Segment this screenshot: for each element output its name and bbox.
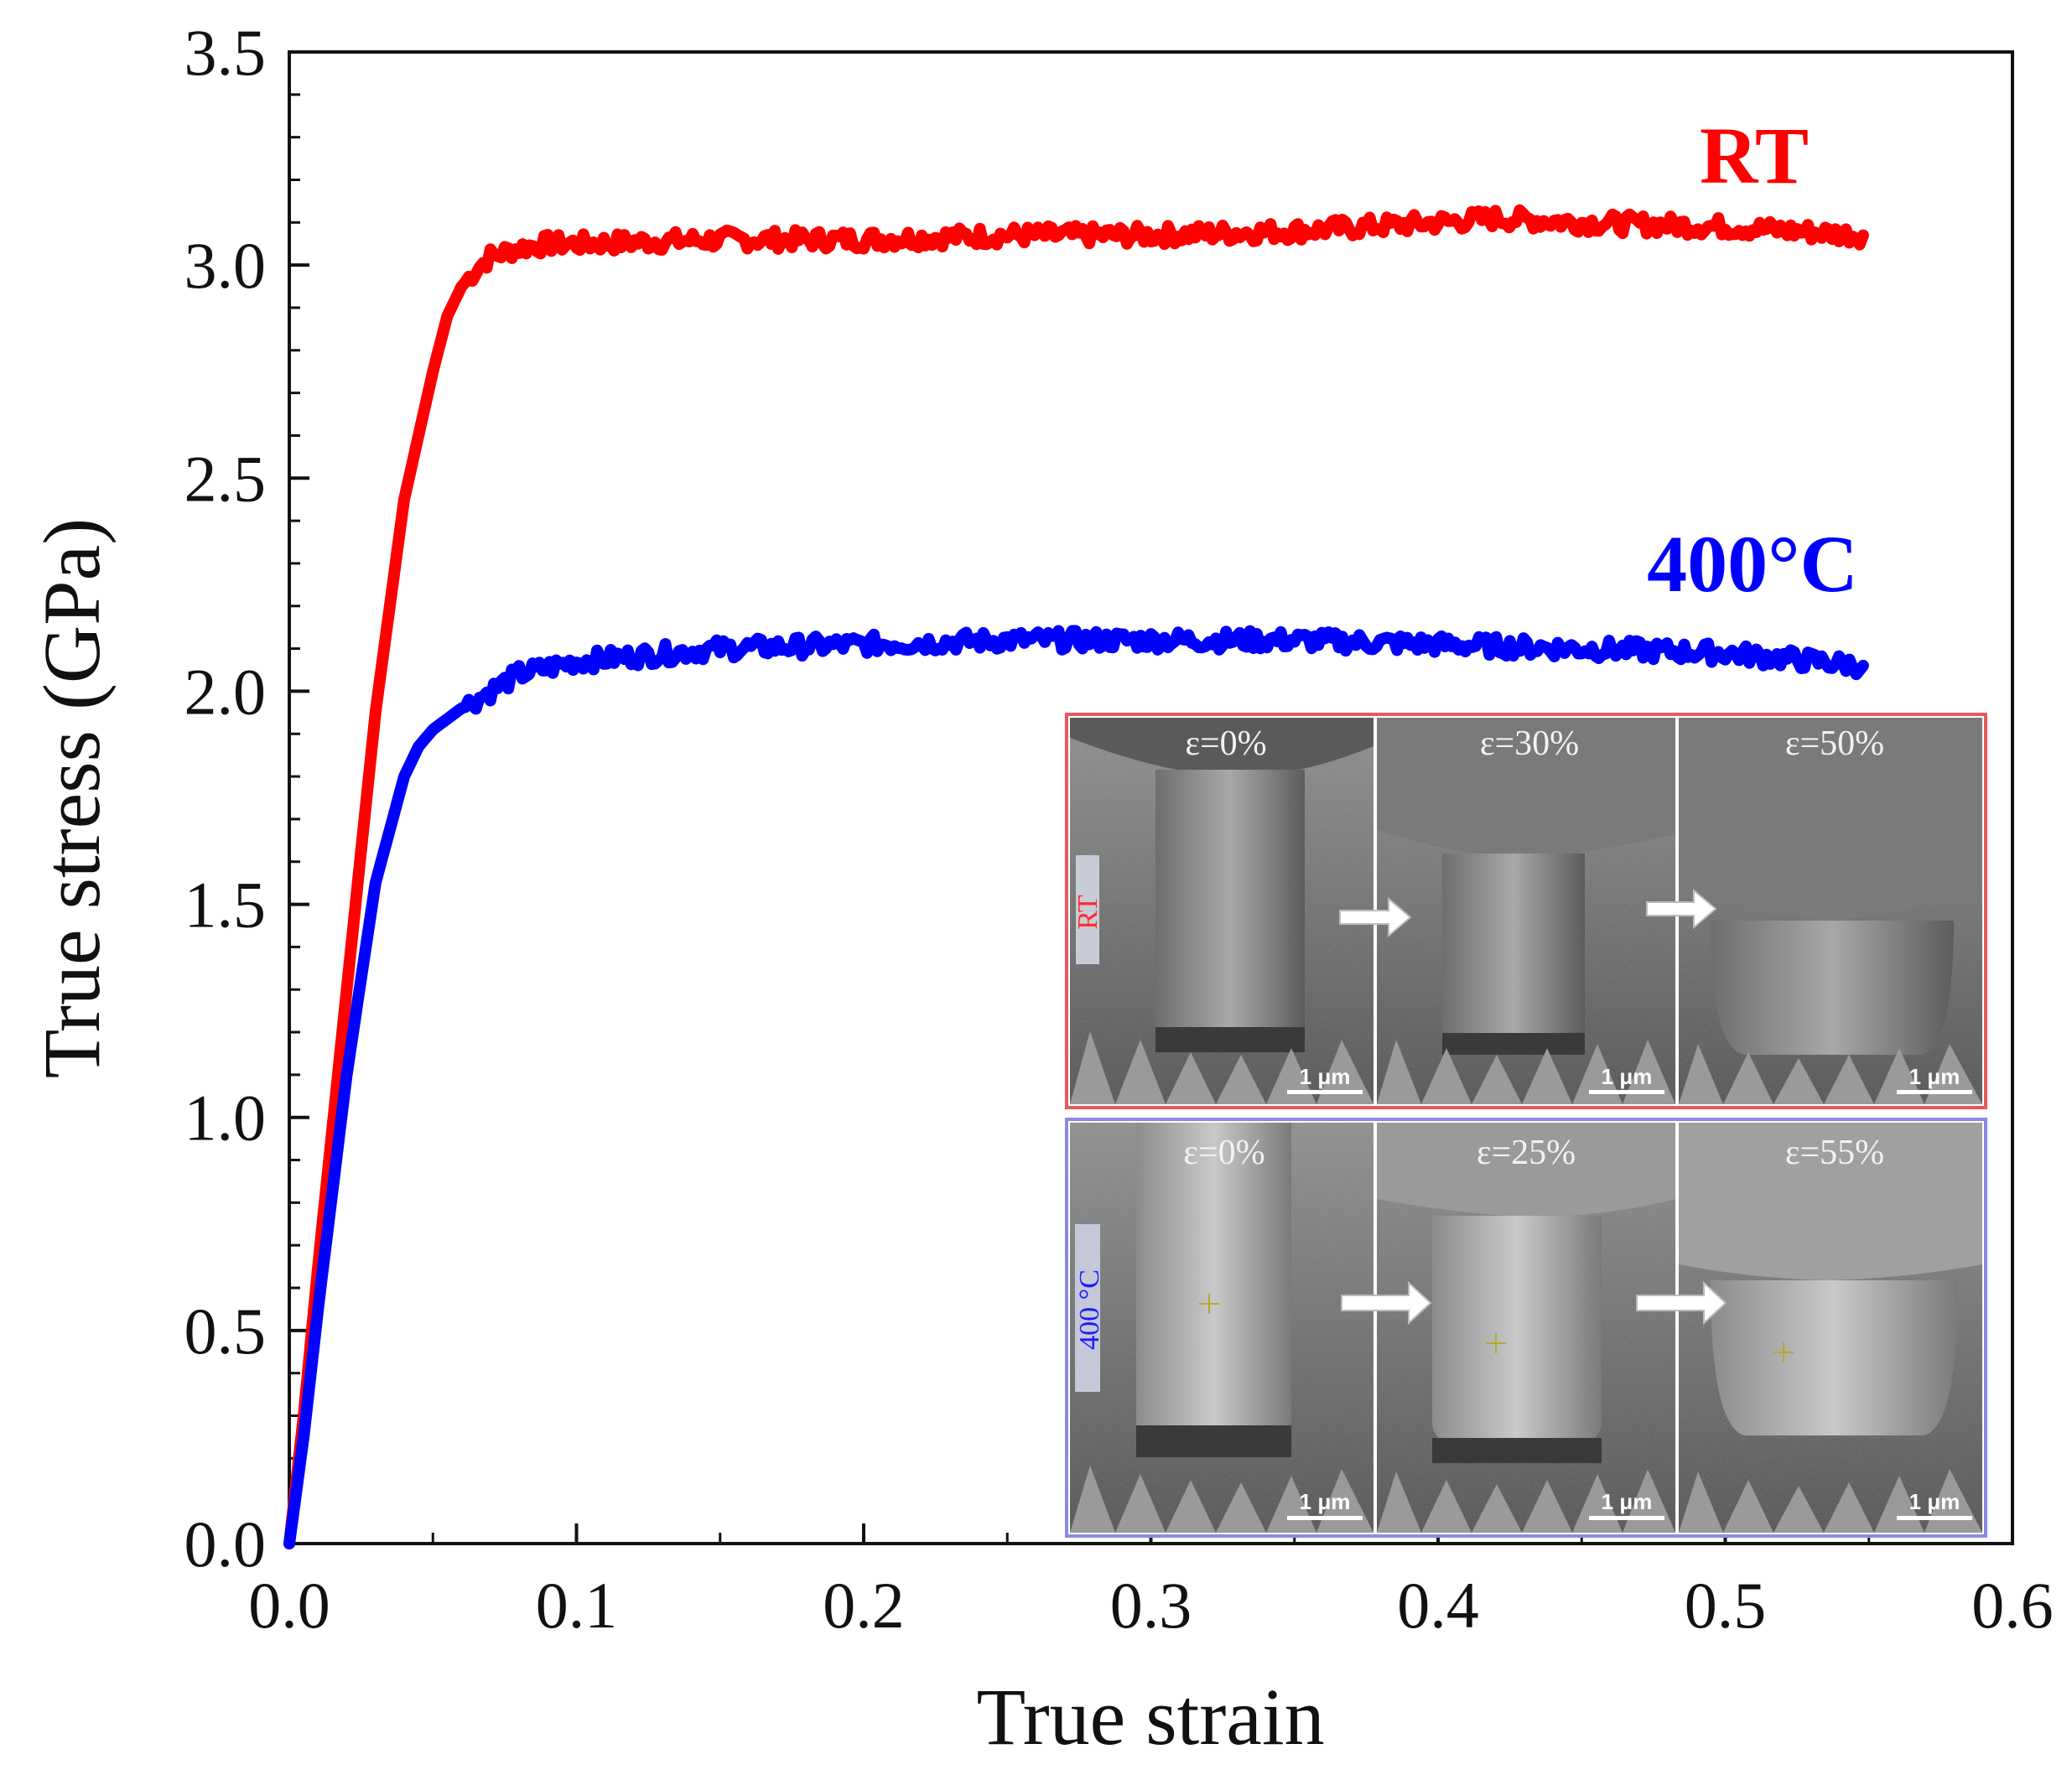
y-tick-label: 3.0 [184, 229, 267, 302]
rt-panel-1: RT ε=0% 1 μm [1070, 718, 1374, 1104]
y-tick-label: 2.5 [184, 442, 267, 515]
x-tick-label: 0.0 [248, 1569, 330, 1642]
scale-bar [1287, 1090, 1363, 1094]
rt-row: RT ε=0% 1 μm ε=30% 1 μm [1065, 713, 1987, 1109]
y-tick-label: 0.0 [184, 1508, 267, 1580]
strain-label: ε=25% [1477, 1134, 1576, 1172]
x-tick-label: 0.1 [536, 1569, 618, 1642]
rt-panel-3: ε=50% 1 μm [1646, 718, 1982, 1104]
scale-bar [1589, 1516, 1664, 1520]
scale-bar [1897, 1516, 1972, 1520]
scale-label: 1 μm [1300, 1489, 1351, 1514]
x-tick-label: 0.3 [1110, 1569, 1192, 1642]
x-tick-label: 0.5 [1685, 1569, 1767, 1642]
400c-series-label: 400°C [1647, 519, 1858, 609]
rt-series-label: RT [1700, 111, 1809, 200]
x-tick-label: 0.2 [823, 1569, 905, 1642]
400c-panel-3: ε=55% 1 μm [1636, 1123, 1982, 1533]
plot-axes: 0.0 0.1 0.2 0.3 0.4 0.5 0.6 0.0 0.5 1.0 1.5 2.0 2.5… [184, 16, 2054, 1642]
rt-row-label: RT [1072, 895, 1104, 930]
series-line-rt [283, 204, 1869, 1549]
strain-label: ε=0% [1183, 1134, 1264, 1172]
400c-panel-1: 400 °C ε=0% 1 μm [1070, 1123, 1374, 1533]
x-tick-label: 0.6 [1971, 1569, 2054, 1642]
x-axis-title: True strain [976, 1672, 1324, 1762]
y-axis-title: True stress (GPa) [27, 518, 117, 1078]
y-tick-label: 1.0 [184, 1082, 267, 1155]
400c-panel-2: ε=25% 1 μm [1341, 1123, 1675, 1533]
scale-bar [1589, 1090, 1664, 1094]
y-tick-label: 2.0 [184, 655, 267, 728]
x-tick-label: 0.4 [1397, 1569, 1479, 1642]
400c-row: 400 °C ε=0% 1 μm ε=25% 1 μm [1065, 1118, 1987, 1538]
rt-panel-2: ε=30% 1 μm [1339, 718, 1675, 1104]
scale-bar [1287, 1516, 1363, 1520]
y-tick-label: 3.5 [184, 16, 267, 89]
y-axis-ticks: 0.0 0.5 1.0 1.5 2.0 2.5 3.0 3.5 [184, 16, 309, 1580]
x-axis-ticks: 0.0 0.1 0.2 0.3 0.4 0.5 0.6 [248, 1523, 2054, 1642]
strain-label: ε=0% [1185, 724, 1266, 763]
scale-bar [1897, 1090, 1972, 1094]
scale-label: 1 μm [1602, 1489, 1653, 1514]
scale-label: 1 μm [1602, 1064, 1653, 1089]
y-tick-label: 1.5 [184, 869, 267, 942]
strain-label: ε=30% [1480, 724, 1579, 763]
y-tick-label: 0.5 [184, 1295, 267, 1368]
strain-label: ε=55% [1785, 1134, 1884, 1172]
series-line-400c [283, 625, 1869, 1549]
scale-label: 1 μm [1909, 1064, 1960, 1089]
scale-label: 1 μm [1300, 1064, 1351, 1089]
400c-row-label: 400 °C [1074, 1269, 1105, 1350]
scale-label: 1 μm [1909, 1489, 1960, 1514]
series-layer [283, 204, 1869, 1549]
strain-label: ε=50% [1785, 724, 1884, 763]
sem-inset: RT ε=0% 1 μm ε=30% 1 μm [1065, 713, 1987, 1538]
